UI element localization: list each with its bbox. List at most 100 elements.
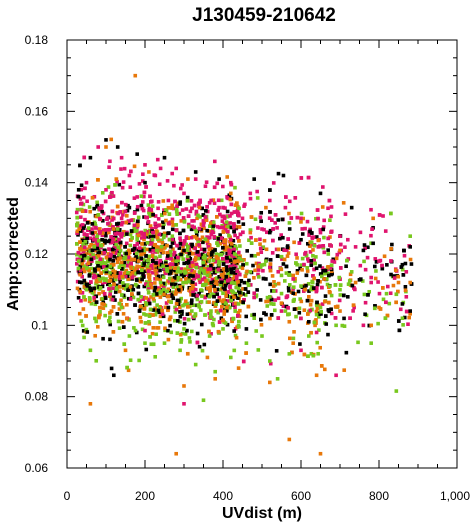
data-point bbox=[191, 289, 195, 294]
data-point bbox=[287, 312, 291, 316]
data-point bbox=[104, 265, 108, 270]
data-point bbox=[344, 350, 349, 355]
data-point bbox=[189, 227, 194, 232]
data-point bbox=[93, 230, 98, 235]
data-point bbox=[132, 257, 137, 262]
data-point bbox=[82, 264, 87, 268]
data-point bbox=[142, 237, 146, 242]
data-point bbox=[198, 198, 202, 203]
data-point bbox=[225, 245, 230, 250]
data-point bbox=[205, 239, 209, 243]
data-point bbox=[194, 275, 198, 279]
data-point bbox=[87, 299, 92, 304]
data-point bbox=[139, 246, 144, 251]
data-point bbox=[121, 213, 125, 217]
data-point bbox=[154, 233, 159, 237]
data-point bbox=[98, 286, 103, 290]
data-point bbox=[234, 285, 239, 290]
data-point bbox=[75, 252, 79, 257]
data-point bbox=[268, 188, 272, 192]
data-point bbox=[314, 373, 319, 378]
data-point bbox=[184, 276, 188, 281]
data-point bbox=[132, 196, 137, 200]
data-point bbox=[96, 178, 100, 182]
data-point bbox=[217, 262, 221, 267]
data-point bbox=[207, 274, 212, 278]
data-point bbox=[151, 293, 156, 297]
data-point bbox=[166, 294, 171, 299]
data-point bbox=[237, 319, 241, 324]
data-point bbox=[229, 249, 233, 253]
data-point bbox=[165, 243, 169, 248]
data-point bbox=[227, 294, 232, 299]
data-point bbox=[115, 312, 120, 316]
data-point bbox=[141, 258, 146, 262]
data-point bbox=[217, 295, 222, 300]
data-point bbox=[126, 219, 131, 223]
data-point bbox=[228, 214, 232, 218]
data-point bbox=[219, 316, 224, 320]
data-point bbox=[122, 229, 126, 234]
data-point bbox=[138, 279, 143, 284]
data-point bbox=[164, 218, 168, 223]
data-point bbox=[82, 247, 86, 252]
data-point bbox=[115, 231, 120, 236]
data-point bbox=[217, 259, 221, 264]
data-point bbox=[268, 380, 272, 385]
data-point bbox=[96, 145, 100, 149]
data-point bbox=[256, 264, 260, 269]
data-point bbox=[173, 305, 177, 310]
data-point bbox=[212, 201, 217, 206]
data-point bbox=[287, 437, 292, 442]
data-point bbox=[233, 271, 238, 275]
data-point bbox=[236, 212, 240, 217]
data-point bbox=[299, 316, 303, 321]
data-point bbox=[369, 341, 373, 345]
data-point bbox=[88, 249, 92, 253]
data-point bbox=[230, 262, 235, 267]
data-point bbox=[141, 275, 146, 279]
data-point bbox=[188, 311, 192, 316]
data-point bbox=[166, 254, 170, 258]
data-point bbox=[391, 274, 396, 278]
data-point bbox=[100, 204, 104, 208]
data-point bbox=[321, 227, 326, 232]
data-point bbox=[121, 293, 126, 298]
data-point bbox=[141, 272, 145, 277]
data-point bbox=[314, 289, 319, 294]
data-point bbox=[363, 300, 368, 305]
data-point bbox=[211, 282, 216, 286]
data-point bbox=[162, 231, 167, 236]
data-point bbox=[87, 273, 92, 278]
data-point bbox=[227, 251, 232, 256]
data-point bbox=[303, 287, 307, 292]
data-point bbox=[89, 280, 93, 284]
data-point bbox=[178, 242, 183, 246]
data-point bbox=[132, 249, 137, 254]
data-point bbox=[178, 348, 182, 353]
data-point bbox=[175, 285, 180, 290]
data-point bbox=[308, 302, 313, 307]
data-point bbox=[221, 327, 225, 331]
data-point bbox=[308, 244, 312, 248]
data-point bbox=[84, 287, 89, 292]
data-point bbox=[205, 293, 210, 297]
data-point bbox=[81, 226, 86, 230]
data-point bbox=[262, 238, 267, 243]
data-point bbox=[225, 175, 229, 179]
data-point bbox=[118, 210, 123, 214]
data-point bbox=[228, 197, 233, 202]
data-point bbox=[227, 233, 231, 238]
data-point bbox=[93, 253, 98, 258]
data-point bbox=[124, 251, 128, 256]
data-point bbox=[323, 314, 328, 318]
data-point bbox=[296, 289, 301, 294]
data-point bbox=[315, 306, 320, 311]
data-point bbox=[218, 308, 223, 313]
data-point bbox=[306, 282, 311, 286]
data-point bbox=[388, 291, 393, 296]
data-point bbox=[116, 271, 121, 275]
data-point bbox=[307, 233, 311, 237]
data-point bbox=[90, 227, 94, 231]
data-point bbox=[192, 203, 197, 208]
